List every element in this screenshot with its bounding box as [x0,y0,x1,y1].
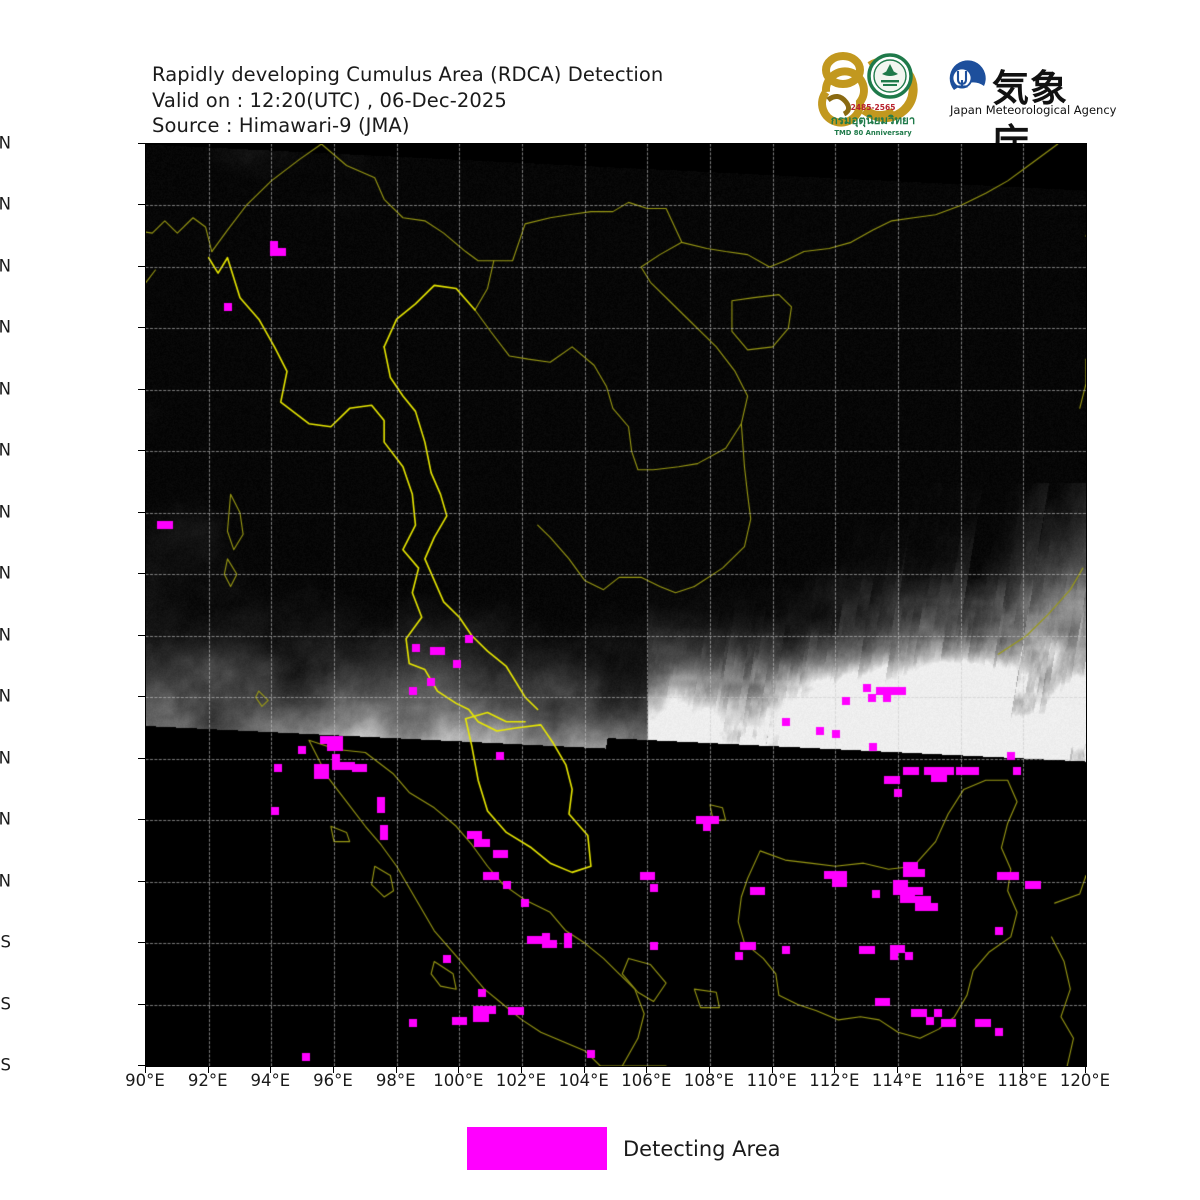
xtick-label: 102°E [495,1071,547,1090]
page-title: Rapidly developing Cumulus Area (RDCA) D… [152,63,664,86]
ytick-label: 3°S [0,994,11,1014]
ytick-mark [138,265,145,267]
coastline-grid-detection-overlay [146,144,1086,1066]
ytick-mark [138,388,145,390]
ytick-label: 7°N [0,686,11,706]
ytick-label: 23°N [0,194,11,214]
ytick-mark [138,942,145,944]
xtick-label: 118°E [997,1071,1048,1090]
ytick-mark [138,204,145,206]
xtick-mark [709,1066,710,1073]
xtick-label: 92°E [187,1071,228,1090]
ytick-mark [138,634,145,636]
xtick-mark [1022,1066,1024,1073]
xtick-mark [145,1066,146,1073]
xtick-mark [1085,1066,1086,1073]
japan-meteorological-agency-logo: 気象庁 Japan Meteorological Agency [948,56,1116,164]
page-header: Rapidly developing Cumulus Area (RDCA) D… [0,0,1200,164]
xtick-label: 112°E [809,1071,860,1090]
xtick-mark [458,1066,460,1073]
xtick-label: 96°E [313,1071,353,1090]
xtick-mark [646,1066,648,1073]
ytick-mark [138,143,145,144]
tmd-80th-anniversary-logo: 2485-2565 กรมอุตุนิยมวิทยา TMD 80 Annive… [812,48,934,140]
ytick-label: 5°S [0,1055,11,1075]
valid-time-line: Valid on : 12:20(UTC) , 06-Dec-2025 [152,88,507,112]
ytick-mark [138,450,145,452]
xtick-label: 116°E [934,1071,985,1090]
ytick-label: 1°N [0,871,11,891]
ytick-mark [138,1065,145,1066]
tmd-logo-thai-name: กรมอุตุนิยมวิทยา [831,113,916,128]
xtick-mark [583,1066,585,1073]
xtick-label: 114°E [871,1071,923,1090]
xtick-label: 94°E [250,1071,291,1090]
ytick-label: 5°N [0,748,11,768]
xtick-label: 106°E [621,1071,672,1090]
ytick-label: 17°N [0,379,11,399]
jma-circular-mark-icon [949,60,986,90]
ytick-label: 19°N [0,317,11,337]
xtick-label: 120°E [1059,1071,1111,1090]
xtick-mark [771,1066,773,1073]
title-block: Rapidly developing Cumulus Area (RDCA) D… [152,62,663,139]
xtick-mark [897,1066,898,1073]
tmd-logo-subtitle: TMD 80 Anniversary [834,129,912,137]
ytick-mark [138,327,145,329]
xtick-label: 110°E [746,1071,797,1090]
ytick-mark [138,880,145,882]
ytick-mark [138,573,145,575]
xtick-label: 90°E [125,1071,165,1090]
ytick-label: 25°N [0,133,11,153]
ytick-label: 13°N [0,502,11,522]
ytick-label: 11°N [0,563,11,583]
ytick-mark [138,819,145,821]
xtick-mark [270,1066,272,1073]
ytick-mark [138,757,145,759]
xtick-label: 100°E [433,1071,484,1090]
legend-swatch-detecting-area [467,1127,607,1170]
satellite-map-plot[interactable] [145,143,1087,1067]
xtick-label: 108°E [683,1071,735,1090]
tmd-logo-years: 2485-2565 [851,103,896,112]
xtick-label: 104°E [558,1071,609,1090]
xtick-mark [333,1066,334,1073]
xtick-mark [207,1066,209,1073]
ytick-label: 21°N [0,256,11,276]
source-line: Source : Himawari-9 (JMA) [152,114,410,137]
map-legend: Detecting Area [0,1118,1200,1178]
ytick-label: 1°S [0,932,11,952]
plot-clip [146,144,1086,1066]
xtick-mark [834,1066,836,1073]
ytick-mark [138,511,145,513]
ytick-label: 9°N [0,625,11,645]
ytick-mark [138,1003,145,1005]
legend-label-detecting-area: Detecting Area [623,1137,781,1161]
ytick-label: 15°N [0,440,11,460]
xtick-mark [521,1066,522,1073]
xtick-label: 98°E [375,1071,416,1090]
ytick-label: 3°N [0,809,11,829]
xtick-mark [395,1066,397,1073]
ytick-mark [138,696,145,698]
xtick-mark [959,1066,961,1073]
jma-english-label: Japan Meteorological Agency [950,103,1117,117]
